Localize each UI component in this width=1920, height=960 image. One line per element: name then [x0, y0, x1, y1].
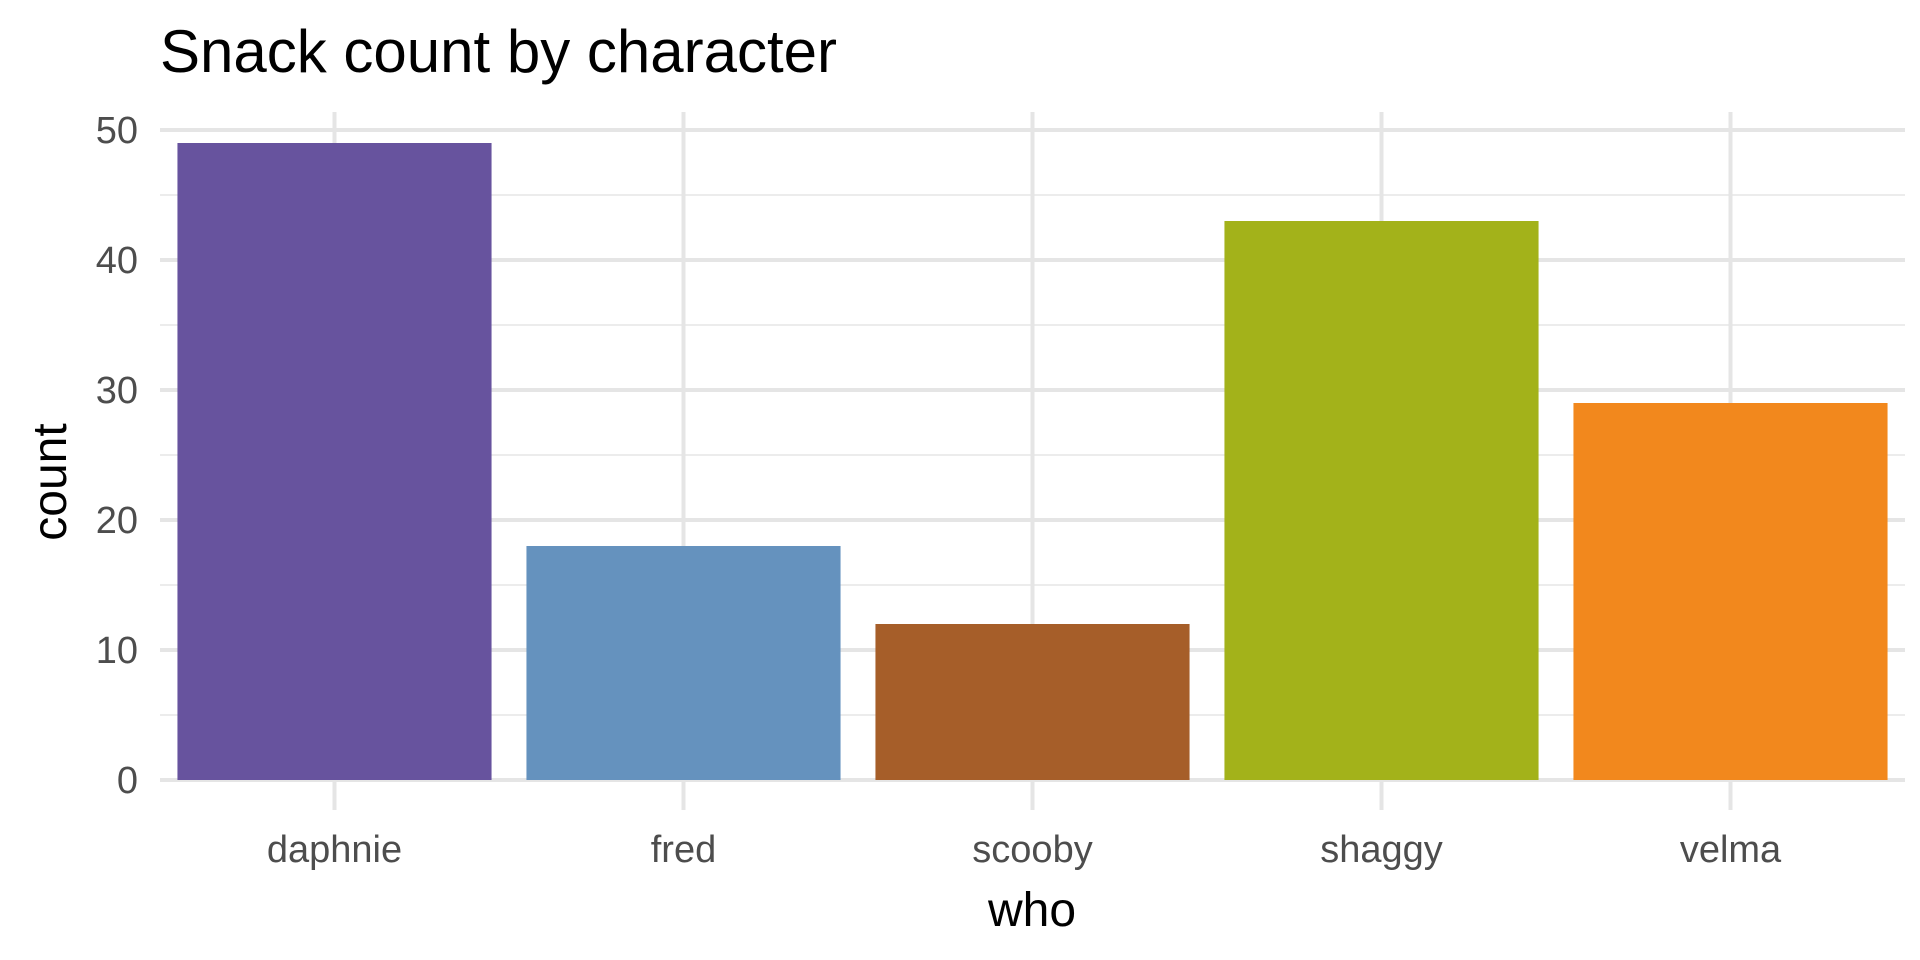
bar-daphnie [177, 143, 492, 780]
x-axis-ticks: daphnie fred scooby shaggy velma [267, 829, 1782, 871]
bar-scooby [875, 624, 1190, 780]
y-tick-label: 20 [96, 500, 138, 542]
bar-fred [526, 546, 841, 780]
chart-title: Snack count by character [160, 18, 837, 85]
y-tick-label: 10 [96, 630, 138, 672]
x-tick-label: daphnie [267, 829, 402, 871]
y-tick-label: 30 [96, 370, 138, 412]
bar-velma [1573, 403, 1888, 780]
y-axis-ticks: 0 10 20 30 40 50 [96, 110, 138, 802]
y-tick-label: 50 [96, 110, 138, 152]
y-tick-label: 40 [96, 240, 138, 282]
x-tick-label: scooby [972, 829, 1092, 871]
x-axis-title: who [987, 884, 1076, 937]
y-axis-title: count [24, 423, 77, 540]
y-tick-label: 0 [117, 760, 138, 802]
x-tick-label: velma [1680, 829, 1782, 871]
bar-shaggy [1224, 221, 1539, 780]
x-tick-label: fred [651, 829, 716, 871]
x-tick-label: shaggy [1320, 829, 1443, 871]
bars [177, 143, 1888, 780]
